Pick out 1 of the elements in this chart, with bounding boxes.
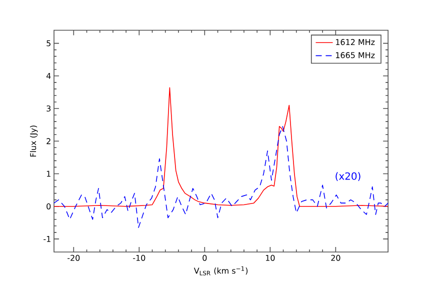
annotation: (x20) bbox=[336, 172, 360, 182]
